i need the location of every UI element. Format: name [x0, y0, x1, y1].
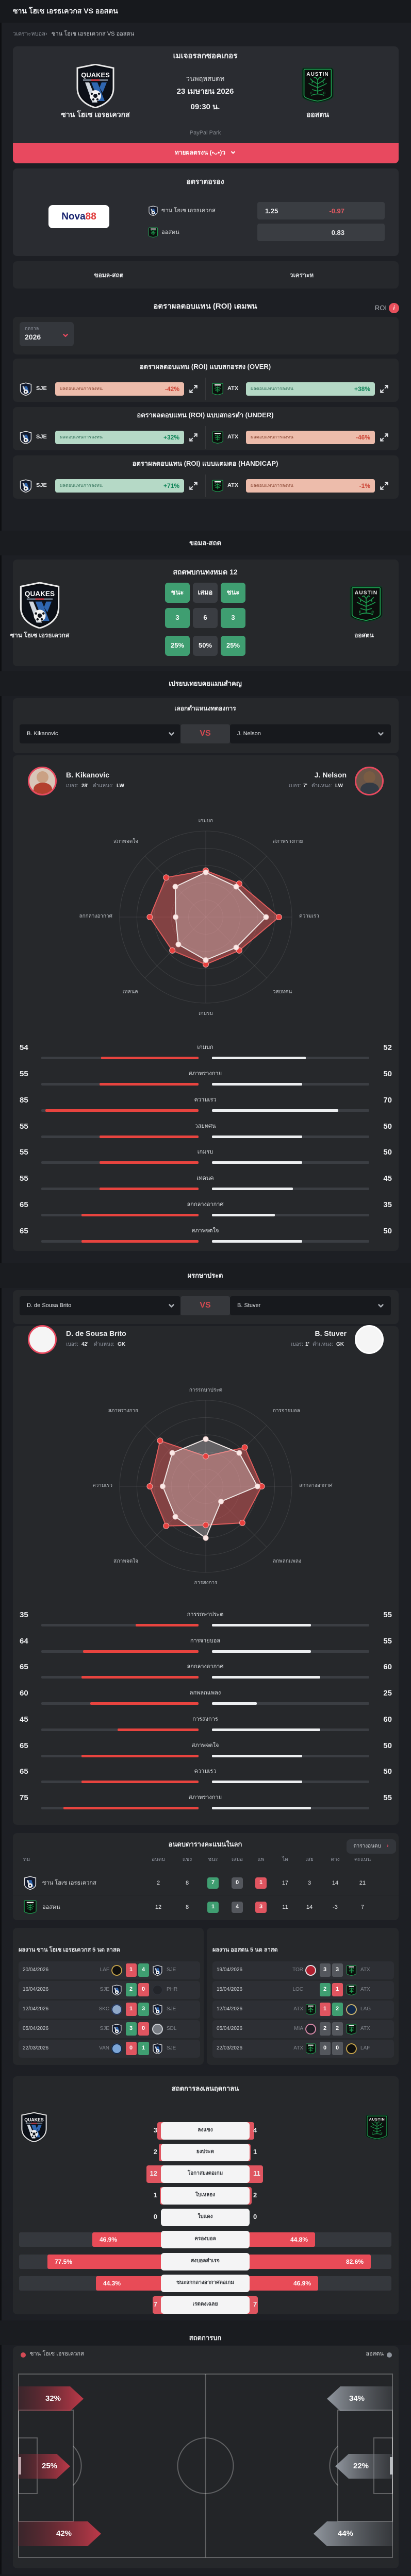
svg-text:AUSTIN: AUSTIN	[306, 72, 328, 77]
svg-text:F: F	[359, 610, 361, 615]
svg-text:QUAKES: QUAKES	[25, 590, 55, 598]
svg-text:QUAKES: QUAKES	[81, 71, 110, 79]
svg-text:F: F	[372, 2132, 373, 2135]
svg-text:AUSTIN: AUSTIN	[369, 2117, 385, 2122]
svg-text:F: F	[310, 92, 313, 95]
svg-text:AUSTIN: AUSTIN	[355, 590, 377, 596]
svg-text:QUAKES: QUAKES	[24, 2117, 44, 2123]
svg-text:C: C	[381, 2132, 383, 2135]
svg-text:C: C	[323, 92, 325, 95]
svg-text:C: C	[371, 610, 374, 615]
